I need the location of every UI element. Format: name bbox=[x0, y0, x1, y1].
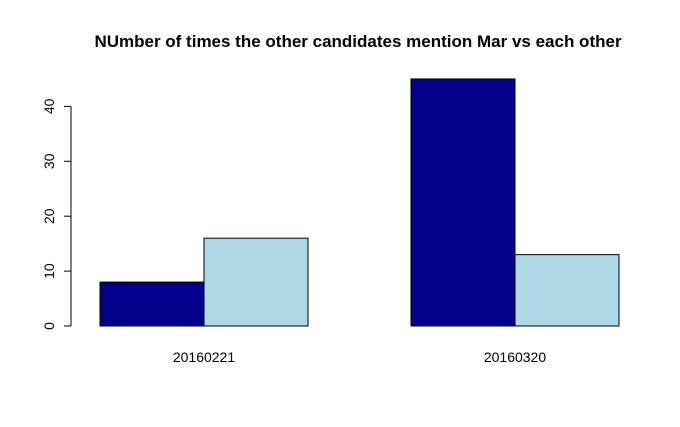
y-tick-label: 10 bbox=[41, 263, 57, 279]
y-axis: 0 10 20 30 40 bbox=[41, 98, 72, 330]
chart-title: NUmber of times the other candidates men… bbox=[94, 32, 622, 51]
y-tick-label: 30 bbox=[41, 153, 57, 169]
bar-20160221-series-1 bbox=[99, 281, 205, 327]
y-tick-label: 20 bbox=[41, 208, 57, 224]
bars bbox=[99, 78, 620, 327]
y-tick-label: 0 bbox=[41, 322, 57, 330]
bar-20160320-series-1 bbox=[410, 78, 516, 327]
x-category-label: 20160320 bbox=[484, 349, 547, 365]
bar-20160320-series-2 bbox=[514, 254, 620, 327]
x-axis-labels: 20160221 20160320 bbox=[173, 349, 547, 365]
y-tick-label: 40 bbox=[41, 98, 57, 114]
bar-20160221-series-2 bbox=[203, 237, 309, 327]
x-category-label: 20160221 bbox=[173, 349, 236, 365]
